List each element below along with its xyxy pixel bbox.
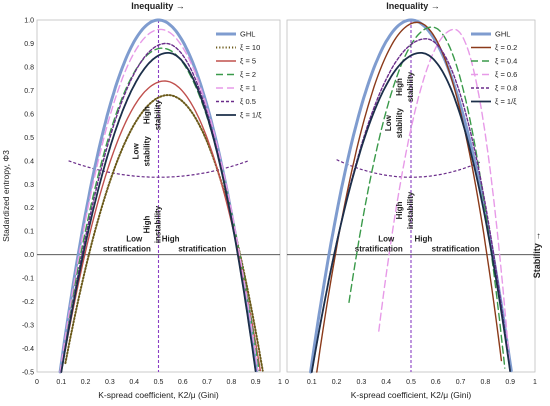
left-annotation-low-stability: stability [143,136,152,167]
right-legend-label: ξ = 0.6 [495,70,517,79]
right-x-tick-label: 0.9 [505,379,515,386]
right-series-line [309,18,513,374]
left-y-tick-label: 0.7 [24,88,34,95]
left-x-tick-label: 0.9 [251,379,261,386]
left-y-tick-label: 0.1 [24,229,34,236]
right-series-line [378,28,511,364]
left-annotation-high-stratification: stratification [178,245,226,254]
right-legend-label: GHL [495,30,510,39]
left-x-tick-label: 0.4 [129,379,139,386]
left-annotation-low-stability: Low [132,143,141,160]
right-annotation-high-stability: High [395,78,404,96]
left-y-tick-label: 0.6 [24,111,34,118]
left-legend-label: GHL [240,30,255,39]
left-y-tick-label: 0.9 [24,41,34,48]
right-legend-label: ξ = 1/ξ [495,97,517,106]
right-side-title: Stability → [532,232,542,279]
left-x-tick-label: 0.7 [202,379,212,386]
left-x-tick-label: 0 [35,379,39,386]
left-legend-label: ξ = 5 [240,57,256,66]
right-annotation-low-stratification: Low [378,235,395,244]
right-annotation-high-stratification: stratification [432,245,480,254]
left-x-axis-label: K-spread coefficient, K2/μ (Gini) [98,390,219,400]
right-top-title: Inequality → [386,1,440,11]
left-x-tick-label: 0.5 [154,379,164,386]
right-x-tick-label: 1 [533,379,537,386]
right-x-tick-label: 0.7 [456,379,466,386]
left-y-tick-label: -0.2 [22,299,34,306]
left-legend-label: ξ = 1/ξ [240,111,262,120]
left-x-tick-label: 0.2 [81,379,91,386]
left-x-tick-label: 0.8 [227,379,237,386]
right-legend-label: ξ = 0.8 [495,84,517,93]
left-annotation-high-stability: High [143,106,152,124]
left-y-axis-label: Stadardized entropy, Φ3 [1,150,11,242]
left-series-line [60,52,257,373]
left-y-tick-label: 0.4 [24,158,34,165]
left-x-tick-label: 0.6 [178,379,188,386]
right-mirror-curve [336,159,481,178]
left-annotation-high-instability: High [143,216,152,234]
right-annotation-high-instability: High [395,201,404,219]
right-x-tick-label: 0.1 [307,379,317,386]
left-y-tick-label: -0.1 [22,276,34,283]
right-x-tick-label: 0.6 [431,379,441,386]
left-y-tick-label: -0.3 [22,323,34,330]
left-y-tick-label: -0.4 [22,346,34,353]
left-annotation-high-stability: stability [154,100,163,131]
left-series-line [59,28,259,373]
right-legend-label: ξ = 0.2 [495,43,517,52]
left-top-title: Inequality → [131,1,185,11]
left-series-line [60,80,261,373]
right-x-tick-label: 0.2 [332,379,342,386]
left-y-tick-label: -0.5 [22,370,34,377]
left-y-tick-label: 0.0 [24,252,34,259]
left-chart: 0 0.1 0.2 0.3 0.4 0.5 0.6 0.7 0.8 0.9 1 -0.5 -0.4 -0.… [1,18,282,401]
right-annotation-high-stratification: High [415,235,433,244]
left-x-tick-label: 0.1 [56,379,66,386]
right-legend-label: ξ = 0.4 [495,57,517,66]
left-legend-label: ξ = 10 [240,43,260,52]
right-x-tick-label: 0.3 [357,379,367,386]
left-x-tick-label: 0.3 [105,379,115,386]
right-chart: 0 0.1 0.2 0.3 0.4 0.5 0.6 0.7 0.8 0.9 1 K-spread co… [285,18,537,400]
left-legend-label: ξ = 1 [240,84,256,93]
left-annotation-high-instability: instability [154,205,163,243]
left-annotation-low-stratification: Low [126,235,143,244]
left-y-tick-label: 0.5 [24,135,34,142]
right-series-line [316,21,503,373]
left-annotation-high-stratification: High [162,235,180,244]
left-x-tick-label: 1 [278,379,282,386]
left-y-tick-label: 0.3 [24,182,34,189]
right-annotation-high-instability: instability [406,191,415,229]
right-x-tick-label: 0.4 [381,379,391,386]
left-annotation-low-stratification: stratification [103,245,151,254]
right-annotation-low-stability: stability [395,108,404,139]
right-x-tick-label: 0 [285,379,289,386]
right-annotation-high-stability: stability [406,71,415,102]
right-annotation-low-stability: Low [384,114,393,131]
right-x-tick-label: 0.8 [481,379,491,386]
left-y-tick-label: 0.8 [24,64,34,71]
left-legend-label: ξ = 2 [240,70,256,79]
right-series-line [310,52,512,373]
right-annotation-low-stratification: stratification [355,245,403,254]
left-y-tick-label: 1.0 [24,18,34,25]
left-legend-label: ξ 0.5 [240,97,256,106]
left-y-tick-label: 0.2 [24,205,34,212]
right-x-axis-label: K-spread coefficient, K2/μ (Gini) [351,390,472,400]
right-x-tick-label: 0.5 [406,379,416,386]
